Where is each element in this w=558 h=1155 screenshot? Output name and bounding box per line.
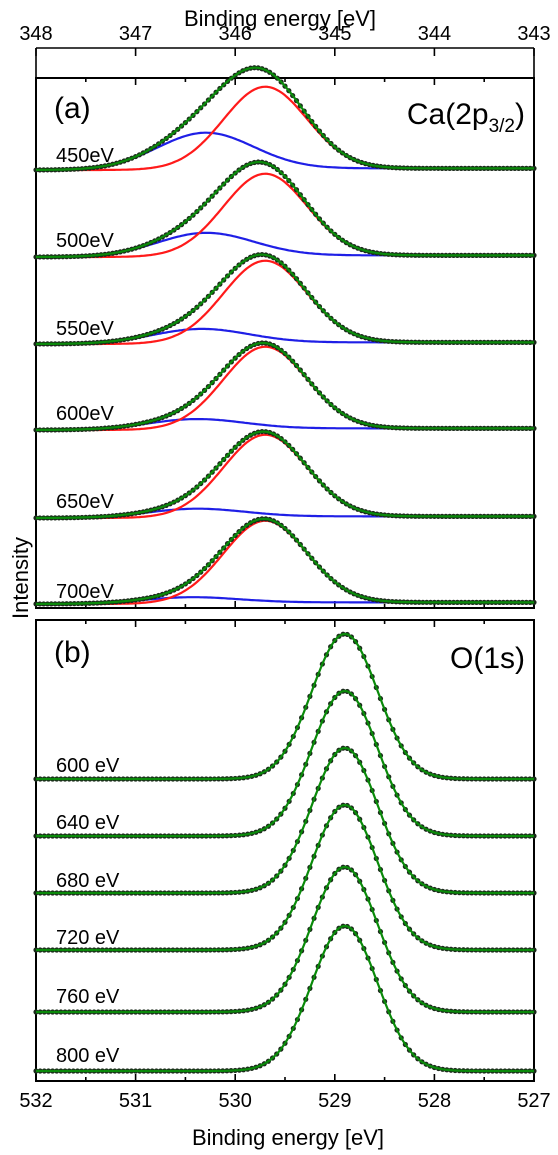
x-tick-label: 532 xyxy=(19,1090,52,1112)
o1s-series-label: 640 eV xyxy=(56,812,120,834)
o1s-fit-curve xyxy=(36,924,534,1073)
x-tick-label: 347 xyxy=(119,23,152,45)
ca-spectrum-500eV: 500eV xyxy=(33,159,537,260)
o1s-fit-curve xyxy=(36,865,534,1014)
o1s-series-label: 680 eV xyxy=(56,870,120,892)
panel-b-title: O(1s) xyxy=(450,642,525,675)
panel-b-label: (b) xyxy=(54,636,91,669)
ca-spectrum-700eV: 700eV xyxy=(33,516,537,607)
o1s-series-label: 760 eV xyxy=(56,986,120,1008)
x-tick-label: 528 xyxy=(418,1090,451,1112)
ca-spectrum-650eV: 650eV xyxy=(33,428,537,521)
o1s-fit-curve xyxy=(36,689,534,838)
panel-a-spectra: 450eV 500eV 550eV 600eV 650eV 700eV xyxy=(33,65,537,607)
y-axis-label: Intensity xyxy=(8,537,33,619)
x-tick-label: 530 xyxy=(219,1090,252,1112)
o1s-series-label: 800 eV xyxy=(56,1045,120,1067)
panel-a-title: Ca(2p3/2) xyxy=(407,98,525,137)
envelope-fit-curve xyxy=(36,517,534,606)
bottom-x-axis-label: Binding energy [eV] xyxy=(192,1125,384,1150)
x-tick-label: 527 xyxy=(517,1090,550,1112)
x-tick-label: 345 xyxy=(318,23,351,45)
x-tick-label: 348 xyxy=(19,23,52,45)
o1s-fit-curve xyxy=(36,632,534,781)
o1s-spectrum-680eV: 680 eV xyxy=(33,745,537,896)
o1s-series-label: 720 eV xyxy=(56,927,120,949)
panel-a-title-main: Ca(2p xyxy=(407,98,489,131)
ca-series-label: 650eV xyxy=(56,491,114,513)
ca-series-label: 450eV xyxy=(56,145,114,167)
panel-b-spectra: 600 eV 640 eV 680 eV 720 eV 760 eV 800 eV xyxy=(33,631,537,1074)
envelope-fit-curve xyxy=(36,430,534,520)
x-tick-label: 531 xyxy=(119,1090,152,1112)
ca-series-label: 550eV xyxy=(56,318,114,340)
ca-spectrum-450eV: 450eV xyxy=(33,65,537,173)
panel-b-x-ticks: 532 531 530 529 528 527 xyxy=(19,620,551,1112)
envelope-fit-curve xyxy=(36,253,534,346)
x-tick-label: 343 xyxy=(517,23,550,45)
panel-a-x-ticks: 348 347 346 345 344 343 xyxy=(19,23,551,608)
ca-series-label: 700eV xyxy=(56,581,114,603)
panel-a-title-subscript: 3/2 xyxy=(489,116,515,137)
envelope-fit-curve xyxy=(36,66,534,171)
o1s-fit-curve xyxy=(36,803,534,952)
o1s-fit-curve xyxy=(36,746,534,895)
ca-spectrum-550eV: 550eV xyxy=(33,251,537,347)
envelope-fit-curve xyxy=(36,341,534,432)
o1s-spectrum-800eV: 800 eV xyxy=(33,923,537,1074)
top-x-axis-label: Binding energy [eV] xyxy=(184,6,376,31)
o1s-spectrum-600eV: 600 eV xyxy=(33,631,537,782)
o1s-spectrum-640eV: 640 eV xyxy=(33,688,537,839)
x-tick-label: 346 xyxy=(219,23,252,45)
o1s-series-label: 600 eV xyxy=(56,755,120,777)
o1s-spectrum-760eV: 760 eV xyxy=(33,864,537,1015)
ca-spectrum-600eV: 600eV xyxy=(33,340,537,433)
panel-a-title-end: ) xyxy=(515,98,525,131)
x-tick-label: 529 xyxy=(318,1090,351,1112)
envelope-fit-curve xyxy=(35,160,534,259)
ca-series-label: 500eV xyxy=(56,230,114,252)
ca-series-label: 600eV xyxy=(56,403,114,425)
o1s-spectrum-720eV: 720 eV xyxy=(33,802,537,953)
panel-a-label: (a) xyxy=(54,92,91,125)
x-tick-label: 344 xyxy=(418,23,451,45)
